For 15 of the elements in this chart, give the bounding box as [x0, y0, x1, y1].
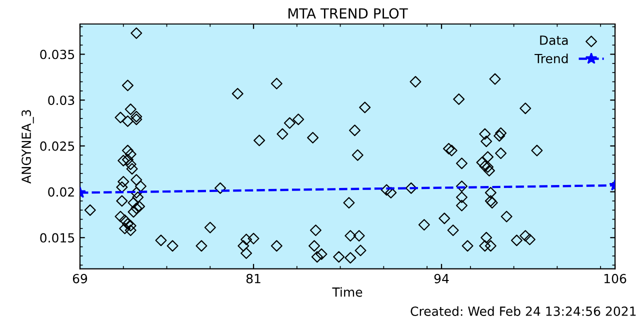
- x-tick-label: 106: [604, 274, 626, 284]
- chart-title: MTA TREND PLOT: [288, 8, 408, 19]
- y-tick-label: 0.025: [40, 141, 74, 151]
- y-tick-label: 0.035: [40, 50, 74, 60]
- legend-label: Data: [540, 36, 568, 45]
- y-tick-label: 0.015: [40, 233, 74, 243]
- x-tick-label: 81: [246, 274, 260, 284]
- y-axis-title: ANGYNEA_3: [22, 110, 34, 184]
- y-tick-label: 0.02: [48, 187, 74, 197]
- x-tick-label: 69: [72, 274, 88, 284]
- legend-label: Trend: [534, 54, 568, 64]
- x-axis-title: Time: [332, 287, 362, 297]
- y-tick-label: 0.03: [48, 96, 74, 106]
- x-tick-label: 94: [434, 274, 449, 284]
- text: Created: Wed Feb 24 13:24:56 2021: [410, 306, 636, 316]
